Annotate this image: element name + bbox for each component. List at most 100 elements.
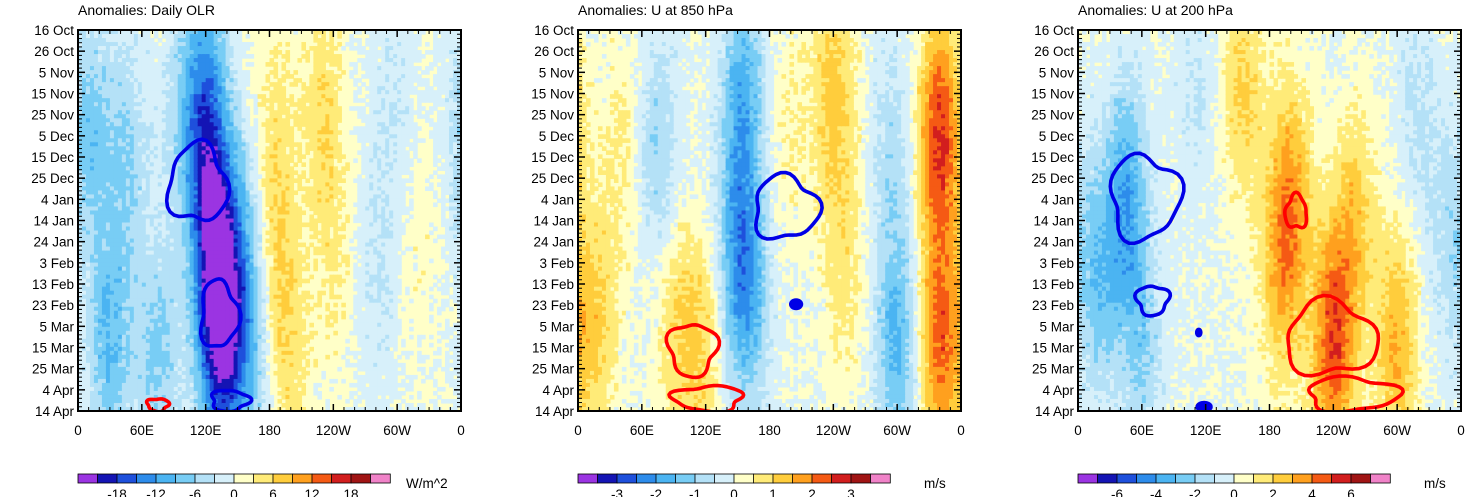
field-cell xyxy=(173,174,179,179)
field-cell xyxy=(285,402,291,408)
field-cell xyxy=(213,174,219,179)
field-cell xyxy=(269,294,275,300)
field-cell xyxy=(245,222,251,228)
field-cell xyxy=(121,254,127,260)
field-cell xyxy=(181,286,187,292)
field-cell xyxy=(193,146,199,151)
field-cell xyxy=(297,122,303,127)
field-cell xyxy=(193,54,199,59)
field-cell xyxy=(201,98,207,103)
field-cell xyxy=(205,242,211,248)
field-cell xyxy=(241,194,247,200)
field-cell xyxy=(161,338,167,344)
field-cell xyxy=(121,290,127,296)
field-cell xyxy=(105,362,111,368)
field-cell xyxy=(221,346,227,352)
field-cell xyxy=(221,378,227,384)
field-cell xyxy=(213,374,219,380)
field-cell xyxy=(201,330,207,336)
field-cell xyxy=(129,214,135,220)
field-cell xyxy=(129,102,135,107)
field-cell xyxy=(169,102,175,107)
field-cell xyxy=(185,106,191,111)
field-cell xyxy=(257,386,263,392)
field-cell xyxy=(169,38,175,43)
field-cell xyxy=(157,142,163,147)
field-cell xyxy=(205,238,211,244)
field-cell xyxy=(285,186,291,192)
field-cell xyxy=(129,206,135,212)
field-cell xyxy=(189,182,195,188)
field-cell xyxy=(193,66,199,71)
field-cell xyxy=(237,98,243,103)
field-cell xyxy=(181,242,187,248)
field-cell xyxy=(177,146,183,151)
field-cell xyxy=(269,122,275,127)
field-cell xyxy=(141,354,147,360)
field-cell xyxy=(113,102,119,107)
field-cell xyxy=(173,270,179,276)
field-cell xyxy=(193,218,199,224)
field-cell xyxy=(177,270,183,276)
field-cell xyxy=(93,382,99,388)
field-cell xyxy=(153,274,159,280)
field-cell xyxy=(189,50,195,55)
field-cell xyxy=(113,82,119,87)
field-cell xyxy=(269,210,275,216)
field-cell xyxy=(293,78,299,83)
field-cell xyxy=(237,134,243,139)
field-cell xyxy=(157,138,163,143)
field-cell xyxy=(233,98,239,103)
field-cell xyxy=(81,34,87,39)
field-cell xyxy=(245,70,251,75)
field-cell xyxy=(217,278,223,284)
field-cell xyxy=(205,102,211,107)
field-cell xyxy=(125,366,131,372)
field-cell xyxy=(137,138,143,143)
field-cell xyxy=(237,194,243,200)
field-cell xyxy=(97,362,103,368)
field-cell xyxy=(193,306,199,312)
field-cell xyxy=(133,150,139,155)
field-cell xyxy=(229,170,235,175)
field-cell xyxy=(289,366,295,372)
field-cell xyxy=(289,126,295,131)
field-cell xyxy=(265,406,271,411)
field-cell xyxy=(109,202,115,208)
field-cell xyxy=(273,142,279,147)
field-cell xyxy=(133,190,139,196)
field-cell xyxy=(85,86,91,91)
field-cell xyxy=(129,78,135,83)
field-cell xyxy=(81,374,87,380)
field-cell xyxy=(149,282,155,288)
field-cell xyxy=(78,190,83,196)
field-cell xyxy=(221,330,227,336)
field-cell xyxy=(269,206,275,212)
field-cell xyxy=(121,210,127,216)
field-cell xyxy=(201,86,207,91)
field-cell xyxy=(245,262,251,268)
field-cell xyxy=(193,290,199,296)
field-cell xyxy=(237,346,243,352)
field-cell xyxy=(105,246,111,252)
field-cell xyxy=(249,382,255,388)
field-cell xyxy=(213,138,219,143)
field-cell xyxy=(221,46,227,51)
field-cell xyxy=(153,334,159,340)
field-cell xyxy=(241,206,247,212)
field-cell xyxy=(125,258,131,264)
field-cell xyxy=(89,86,95,91)
field-cell xyxy=(185,82,191,87)
field-cell xyxy=(221,162,227,167)
field-cell xyxy=(113,350,119,356)
field-cell xyxy=(85,302,91,308)
field-cell xyxy=(225,78,231,83)
field-cell xyxy=(241,214,247,220)
field-cell xyxy=(141,390,147,396)
field-cell xyxy=(177,402,183,408)
field-cell xyxy=(193,246,199,252)
field-cell xyxy=(293,314,299,320)
field-cell xyxy=(201,394,207,400)
field-cell xyxy=(137,94,143,99)
field-cell xyxy=(125,398,131,404)
